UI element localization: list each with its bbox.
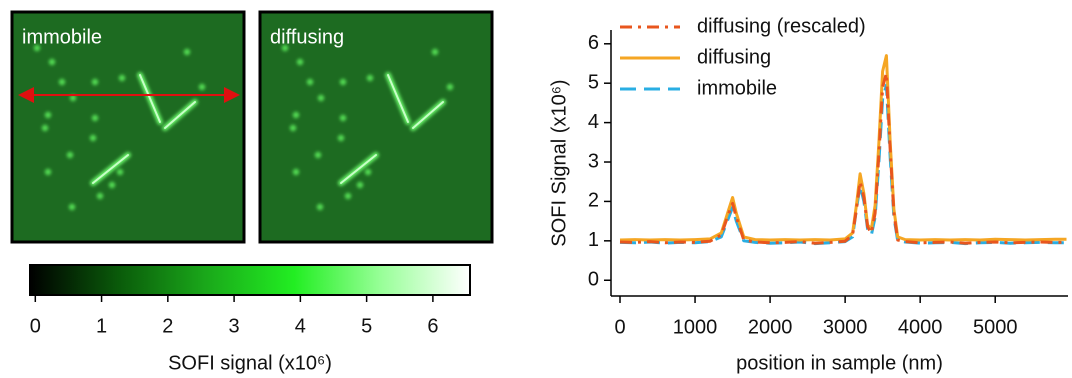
spot: [199, 84, 205, 90]
spot: [42, 125, 48, 131]
spot: [117, 169, 123, 175]
spot: [67, 152, 73, 158]
legend-label: diffusing: [697, 46, 771, 68]
spot: [447, 84, 453, 90]
spot: [92, 115, 98, 121]
series-line: [620, 85, 1067, 243]
colorbar-tick-label: 0: [30, 315, 41, 337]
colorbar-tick-label: 3: [229, 315, 240, 337]
spot: [90, 135, 96, 141]
spot: [293, 112, 299, 118]
colorbar-label: SOFI signal (x10⁶): [168, 352, 332, 374]
image-panel: immobile: [12, 12, 244, 242]
spot: [69, 204, 75, 210]
spot: [293, 169, 299, 175]
y-tick-label: 4: [588, 111, 599, 133]
colorbar-tick-label: 2: [162, 315, 173, 337]
spot: [365, 169, 371, 175]
colorbar-tick-label: 5: [361, 315, 372, 337]
y-tick-label: 1: [588, 229, 599, 251]
colorbar-tick-label: 1: [96, 315, 107, 337]
x-tick-label: 3000: [823, 316, 868, 338]
spot: [59, 79, 65, 85]
legend-label: diffusing (rescaled): [697, 15, 866, 37]
spot: [338, 135, 344, 141]
spot: [317, 204, 323, 210]
x-tick-label: 2000: [748, 316, 793, 338]
spot: [357, 182, 363, 188]
spot: [307, 79, 313, 85]
spot: [345, 193, 351, 199]
spot: [49, 59, 55, 65]
spot: [297, 59, 303, 65]
y-axis-label: SOFI Signal (x10⁶): [548, 79, 570, 246]
series-line: [620, 73, 1067, 243]
x-tick-label: 5000: [973, 316, 1018, 338]
spot: [315, 152, 321, 158]
spot: [97, 193, 103, 199]
y-tick-label: 3: [588, 150, 599, 172]
spot: [119, 75, 125, 81]
spot: [45, 169, 51, 175]
colorbar-tick-label: 6: [427, 315, 438, 337]
panel-title: diffusing: [270, 26, 344, 48]
x-axis-label: position in sample (nm): [736, 352, 943, 374]
figure: immobile diffusing 0 1 2 3 4 5 6 SOFI signal (x10…: [0, 0, 1072, 378]
y-tick-label: 5: [588, 71, 599, 93]
spot: [45, 112, 51, 118]
spot: [290, 125, 296, 131]
spot: [318, 95, 324, 101]
x-tick-label: 1000: [673, 316, 718, 338]
spot: [109, 182, 115, 188]
spot: [432, 49, 438, 55]
x-tick-label: 0: [614, 316, 625, 338]
image-panel: diffusing: [260, 12, 492, 242]
spot: [184, 49, 190, 55]
y-tick-label: 6: [588, 32, 599, 54]
x-tick-label: 4000: [898, 316, 943, 338]
legend-label: immobile: [697, 77, 777, 99]
spot: [340, 79, 346, 85]
spot: [367, 75, 373, 81]
series-line: [620, 56, 1067, 240]
spot: [92, 79, 98, 85]
colorbar-tick-label: 4: [295, 315, 306, 337]
y-tick-label: 0: [588, 269, 599, 291]
y-tick-label: 2: [588, 190, 599, 212]
colorbar: [30, 265, 470, 295]
panel-title: immobile: [22, 26, 102, 48]
spot: [340, 115, 346, 121]
